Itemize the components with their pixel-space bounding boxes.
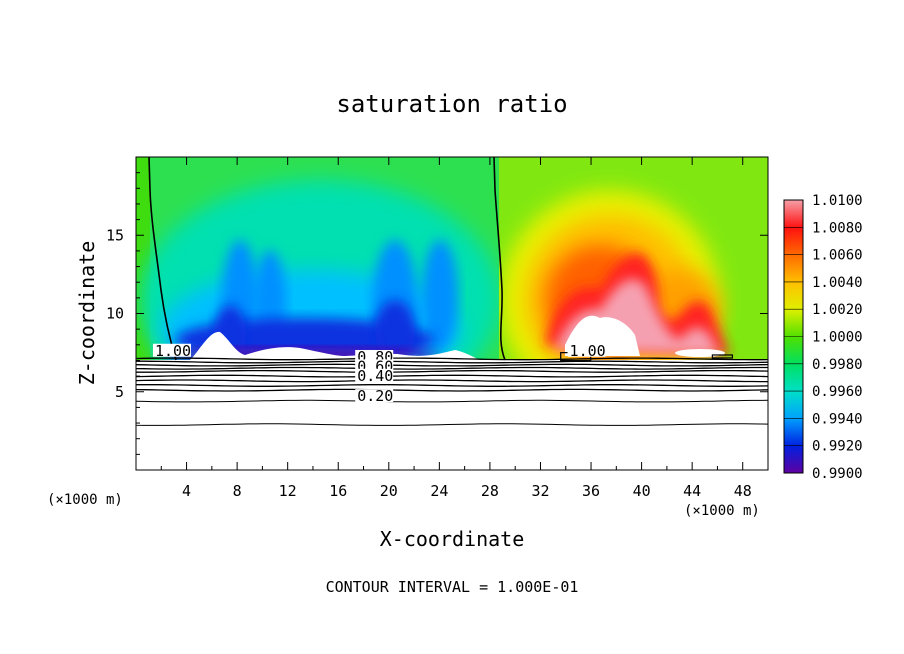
chart-title: saturation ratio (336, 90, 567, 118)
x-tick-label: 36 (582, 482, 600, 500)
colorbar-segment (784, 200, 803, 228)
contour-lines (136, 352, 768, 426)
colorbar-label: 1.0040 (812, 275, 863, 291)
contour-line-1-00-right (493, 157, 506, 361)
y-tick-label: 15 (106, 226, 124, 244)
colorbar-label: 0.9900 (812, 466, 863, 482)
contour-label: 0.40 (357, 367, 393, 385)
colorbar-segment (784, 309, 803, 337)
colorbar-segment (784, 418, 803, 447)
supersaturated-field (499, 157, 768, 360)
y-axis-ticks: 5 10 15 (106, 172, 768, 455)
colorbar-segment (784, 445, 803, 474)
x-unit-left: (×1000 m) (47, 492, 123, 508)
contour-line-closed (711, 354, 733, 359)
contour-line (136, 360, 768, 364)
colorbar-label: 1.0080 (812, 220, 863, 236)
colorbar-label: 0.9940 (812, 411, 863, 427)
contour-line (136, 384, 768, 387)
colorbar-segment (784, 363, 803, 392)
x-tick-label: 44 (683, 482, 701, 500)
contour-label: 0.20 (357, 387, 393, 405)
colorbar: 1.0100 1.0080 1.0060 1.0040 1.0020 1.0000 0.99… (783, 193, 863, 482)
x-tick-label: 20 (380, 482, 398, 500)
colorbar-label: 0.9960 (812, 384, 863, 400)
x-tick-label: 16 (329, 482, 347, 500)
contour-line (136, 363, 768, 367)
heatmap-field (136, 157, 768, 470)
colorbar-segment (784, 227, 803, 256)
contour-label-bg (152, 343, 191, 357)
x-tick-label: 32 (531, 482, 549, 500)
colorbar-segment (784, 281, 803, 310)
contour-line (136, 388, 768, 392)
colorbar-label: 1.0100 (812, 193, 863, 209)
contour-label-bg (355, 389, 394, 403)
x-tick-label: 4 (182, 482, 191, 500)
x-tick-label: 48 (734, 482, 752, 500)
colorbar-label: 1.0020 (812, 302, 863, 318)
x-unit-right: (×1000 m) (684, 503, 760, 519)
contour-label-bg (567, 343, 606, 357)
contour-line-1-00-left (148, 157, 177, 361)
x-tick-label: 40 (633, 482, 651, 500)
contour-line (136, 366, 768, 370)
contour-line (136, 423, 768, 426)
colorbar-label: 1.0000 (812, 330, 863, 346)
y-tick-label: 10 (106, 305, 124, 323)
y-axis-label: Z-coordinate (75, 241, 99, 386)
colorbar-label: 0.9980 (812, 357, 863, 373)
contour-line (136, 374, 768, 378)
contour-interval-note: CONTOUR INTERVAL = 1.000E-01 (326, 578, 579, 596)
x-tick-label: 8 (233, 482, 242, 500)
colorbar-label: 0.9920 (812, 439, 863, 455)
x-axis-label: X-coordinate (380, 527, 525, 551)
colorbar-segment (784, 336, 803, 365)
cloud-base-mask (136, 331, 768, 470)
colorbar-segment (784, 254, 803, 283)
x-axis-ticks: 4 8 12 16 20 24 28 32 36 40 44 48 (160, 157, 752, 500)
colorbar-label: 1.0060 (812, 248, 863, 264)
contour-label: 1.00 (570, 342, 606, 360)
contour-label: 1.00 (155, 342, 191, 360)
x-tick-label: 28 (481, 482, 499, 500)
x-tick-label: 24 (430, 482, 448, 500)
contour-labels: 1.00 0.800.600.400.201.00 (152, 342, 606, 405)
contour-line (136, 369, 768, 373)
subsaturated-field (140, 157, 499, 360)
colorbar-segment (784, 391, 803, 419)
y-tick-label: 5 (115, 383, 124, 401)
contour-label-bg (355, 368, 394, 382)
contour-line (136, 357, 768, 361)
contour-line (136, 399, 768, 403)
x-tick-label: 12 (279, 482, 297, 500)
contour-line (136, 379, 768, 383)
